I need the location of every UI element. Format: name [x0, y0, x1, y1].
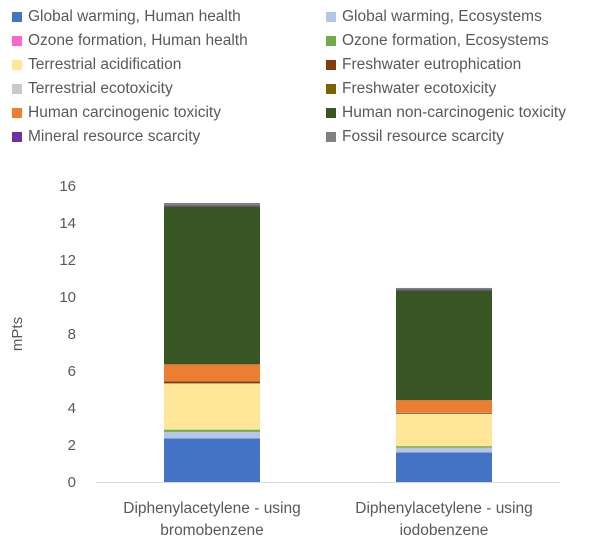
legend-label: Ozone formation, Human health [28, 32, 248, 49]
legend-label: Ozone formation, Ecosystems [342, 32, 549, 49]
bar-segment [396, 452, 492, 482]
legend-label: Terrestrial ecotoxicity [28, 80, 173, 97]
legend-label: Freshwater ecotoxicity [342, 80, 497, 97]
x-category-label: Diphenylacetylene - using [355, 500, 533, 517]
bar-segment [164, 203, 260, 206]
bar-segment [396, 290, 492, 401]
y-tick-label: 0 [68, 474, 76, 491]
legend-item: Mineral resource scarcity [12, 126, 200, 148]
legend-label: Terrestrial acidification [28, 56, 182, 73]
y-tick-label: 8 [68, 326, 76, 343]
bar-segment [164, 383, 260, 430]
legend-label: Global warming, Human health [28, 8, 241, 25]
legend-swatch [326, 132, 336, 142]
bar-segment [396, 447, 492, 453]
legend-item: Human non-carcinogenic toxicity [326, 102, 566, 124]
bar-segment [164, 438, 260, 482]
y-tick-label: 10 [59, 289, 76, 306]
legend-swatch [12, 12, 22, 22]
legend-label: Fossil resource scarcity [342, 128, 504, 145]
legend-item: Terrestrial acidification [12, 54, 181, 76]
x-category-label: iodobenzene [400, 522, 489, 539]
legend-swatch [12, 84, 22, 94]
y-tick-label: 16 [59, 178, 76, 195]
legend-swatch [12, 132, 22, 142]
legend-item: Global warming, Human health [12, 6, 241, 28]
bar-segment [164, 381, 260, 384]
legend-swatch [12, 60, 22, 70]
bar-segment [396, 400, 492, 413]
legend-swatch [326, 60, 336, 70]
legend-label: Human non-carcinogenic toxicity [342, 104, 566, 121]
legend-swatch [326, 84, 336, 94]
y-tick-label: 2 [68, 437, 76, 454]
legend-swatch [12, 36, 22, 46]
legend-item: Human carcinogenic toxicity [12, 102, 221, 124]
bar-segment [164, 206, 260, 365]
bar-segment [396, 412, 492, 414]
bar-segment [164, 364, 260, 381]
bar-segment [164, 429, 260, 432]
x-category-label: Diphenylacetylene - using [123, 500, 301, 517]
bar-segment [396, 446, 492, 448]
legend-label: Mineral resource scarcity [28, 128, 201, 145]
legend-swatch [326, 12, 336, 22]
legend-swatch [12, 108, 22, 118]
legend-item: Global warming, Ecosystems [326, 6, 542, 28]
y-axis-title: mPts [9, 317, 26, 351]
bar-segment [396, 413, 492, 447]
legend-swatch [326, 36, 336, 46]
legend-label: Human carcinogenic toxicity [28, 104, 221, 121]
y-tick-label: 6 [68, 363, 76, 380]
legend-label: Global warming, Ecosystems [342, 8, 542, 25]
legend-item: Terrestrial ecotoxicity [12, 78, 173, 100]
legend-label: Freshwater eutrophication [342, 56, 522, 73]
bar-segment [396, 287, 492, 290]
legend-item: Ozone formation, Ecosystems [326, 30, 549, 52]
bar-segment [164, 432, 260, 439]
legend-item: Fossil resource scarcity [326, 126, 504, 148]
bar-segment [396, 289, 492, 291]
y-tick-label: 12 [59, 252, 76, 269]
y-tick-label: 4 [68, 400, 76, 417]
legend-item: Ozone formation, Human health [12, 30, 248, 52]
y-tick-label: 14 [59, 215, 76, 232]
x-category-label: bromobenzene [160, 522, 263, 539]
legend-item: Freshwater ecotoxicity [326, 78, 496, 100]
legend-swatch [326, 108, 336, 118]
bar-segment [164, 205, 260, 207]
legend-item: Freshwater eutrophication [326, 54, 521, 76]
